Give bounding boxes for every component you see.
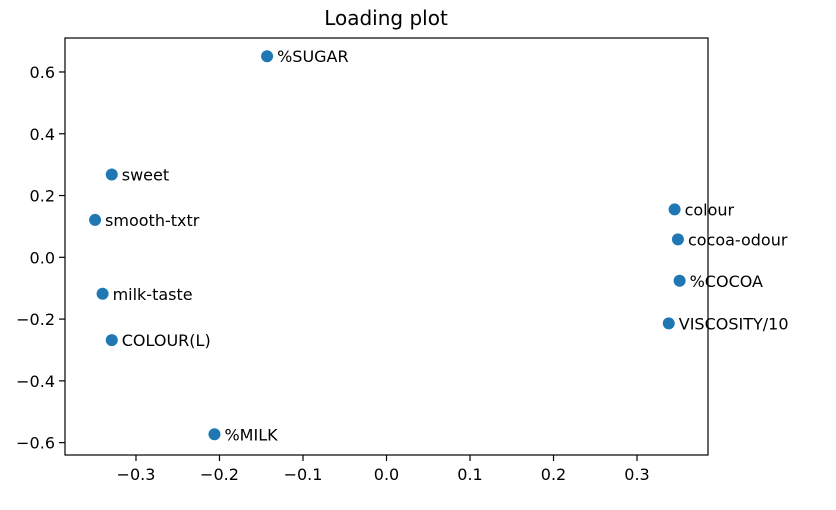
y-axis: −0.6 −0.4 −0.2 0.0 0.2 0.4 0.6	[16, 63, 65, 453]
point-label: %MILK	[224, 425, 278, 444]
data-point	[261, 50, 274, 63]
point-label: %SUGAR	[277, 47, 349, 66]
y-tick-label: −0.4	[16, 372, 55, 391]
point-label: sweet	[122, 166, 169, 185]
x-tick-label: 0.3	[624, 465, 649, 484]
plot-area-frame	[64, 37, 709, 456]
y-tick-label: 0.0	[30, 248, 55, 267]
y-tick-label: −0.2	[16, 310, 55, 329]
data-point	[96, 287, 109, 300]
y-tick-label: 0.4	[30, 125, 55, 144]
data-point	[89, 213, 102, 226]
point-label: colour	[685, 200, 735, 219]
data-point	[673, 274, 686, 287]
x-tick-label: 0.1	[457, 465, 482, 484]
data-point	[105, 168, 118, 181]
x-tick-label: −0.1	[284, 465, 323, 484]
point-label: smooth-txtr	[105, 211, 200, 230]
point-label: milk-taste	[113, 285, 193, 304]
x-tick-label: −0.2	[200, 465, 239, 484]
data-point	[662, 317, 675, 330]
point-label: cocoa-odour	[688, 230, 788, 249]
point-label: VISCOSITY/10	[679, 314, 789, 333]
data-point	[668, 203, 681, 216]
point-label: COLOUR(L)	[122, 331, 211, 350]
point-label: %COCOA	[690, 272, 763, 291]
data-point	[105, 334, 118, 347]
y-tick-label: 0.6	[30, 63, 55, 82]
data-point	[208, 428, 221, 441]
x-axis: −0.3 −0.2 −0.1 0.0 0.1 0.2 0.3	[117, 455, 650, 484]
data-point	[671, 233, 684, 246]
x-tick-label: 0.2	[541, 465, 566, 484]
y-tick-label: 0.2	[30, 187, 55, 206]
chart-title: Loading plot	[324, 6, 448, 30]
x-tick-label: −0.3	[117, 465, 156, 484]
x-tick-label: 0.0	[374, 465, 399, 484]
y-tick-label: −0.6	[16, 434, 55, 453]
data-points: %SUGAR sweet smooth-txtr milk-taste COLOUR(L…	[89, 47, 789, 444]
